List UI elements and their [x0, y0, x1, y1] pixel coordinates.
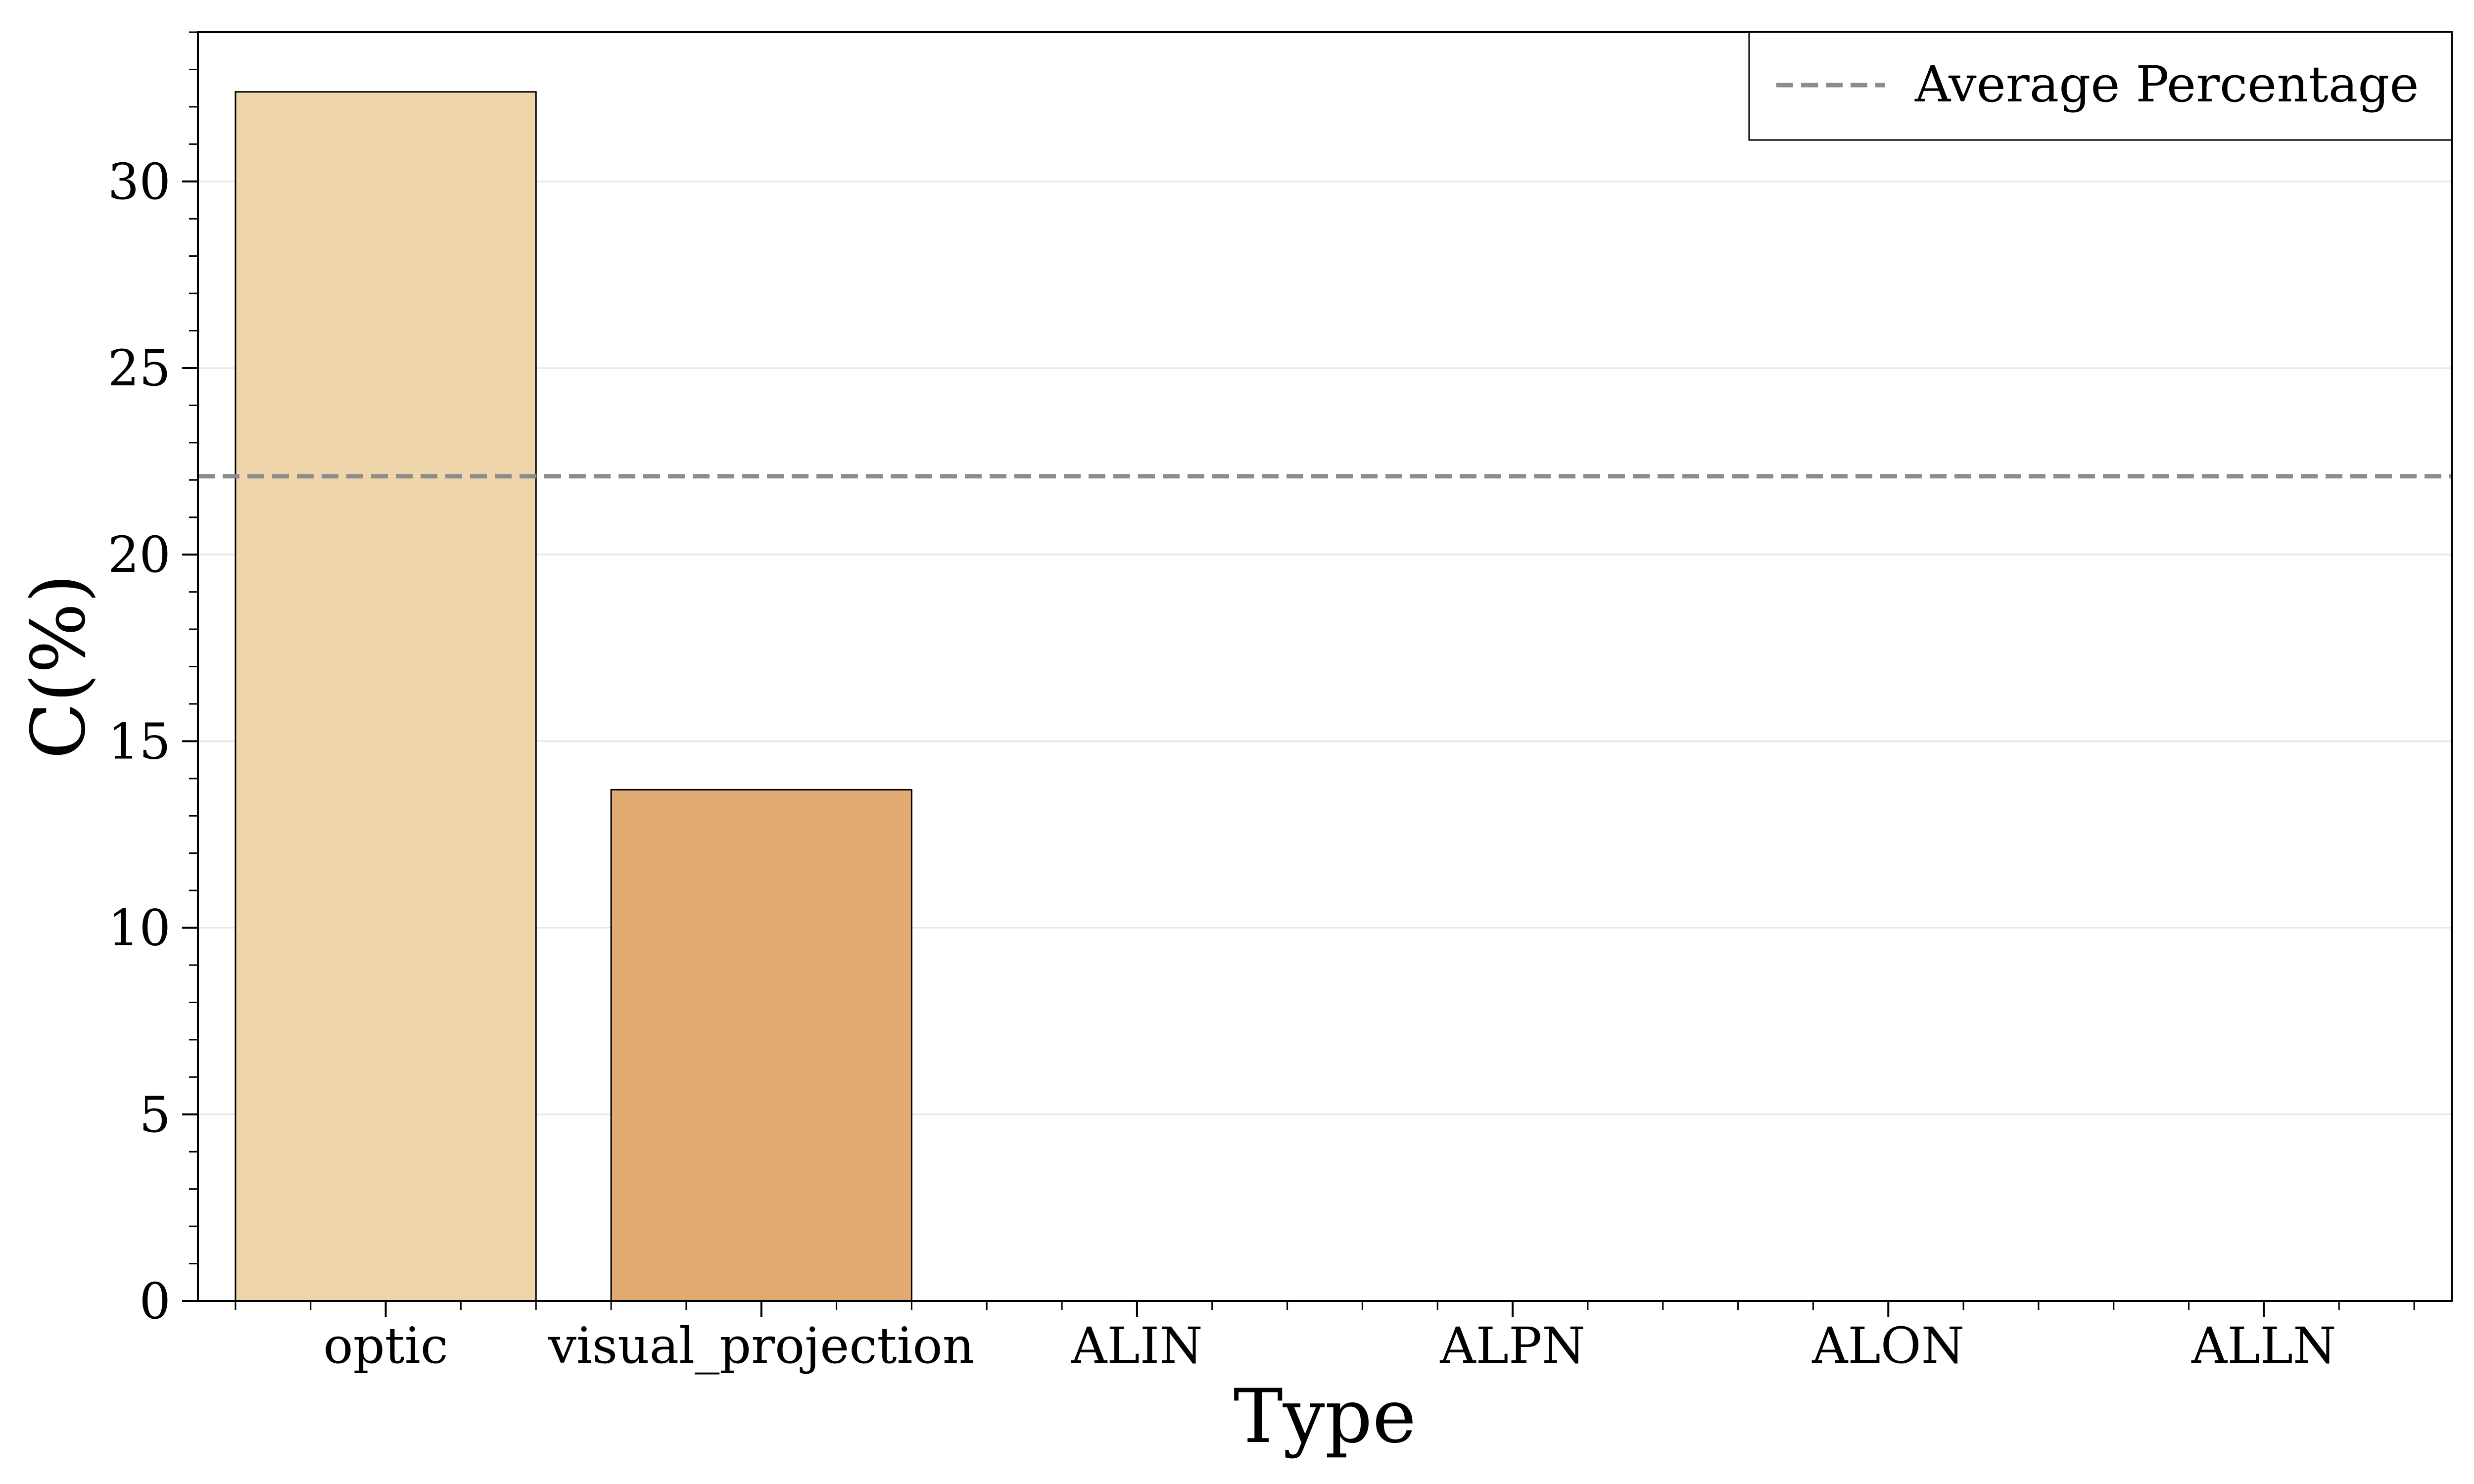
y-tick-label: 5	[139, 1086, 171, 1144]
y-axis-title: C(%)	[16, 574, 102, 759]
x-tick-label: ALLN	[2191, 1317, 2336, 1375]
y-tick-label: 0	[139, 1272, 171, 1330]
x-tick-label: optic	[323, 1317, 448, 1375]
bar-optic	[235, 91, 537, 1302]
gridlines	[198, 181, 2452, 1115]
y-tick-label: 10	[108, 899, 171, 957]
x-tick-label: ALPN	[1439, 1317, 1585, 1375]
x-tick-label: ALIN	[1071, 1317, 1203, 1375]
x-axis: optic visual_projection ALIN ALPN ALON ALLN	[235, 1301, 2415, 1375]
y-tick-label: 25	[108, 339, 171, 397]
x-tick-label: visual_projection	[548, 1317, 974, 1375]
y-tick-label: 15	[108, 712, 171, 770]
y-tick-label: 30	[108, 153, 171, 211]
bars	[235, 91, 912, 1302]
y-axis: 0 5 10 15 20 25 30	[108, 31, 198, 1330]
x-axis-title: Type	[1234, 1374, 1417, 1460]
legend: Average Percentage	[1748, 31, 2453, 141]
legend-label-average-percentage: Average Percentage	[1914, 55, 2419, 113]
x-tick-label: ALON	[1811, 1317, 1964, 1375]
y-tick-label: 20	[108, 526, 171, 584]
bar-visual-projection	[610, 788, 912, 1302]
